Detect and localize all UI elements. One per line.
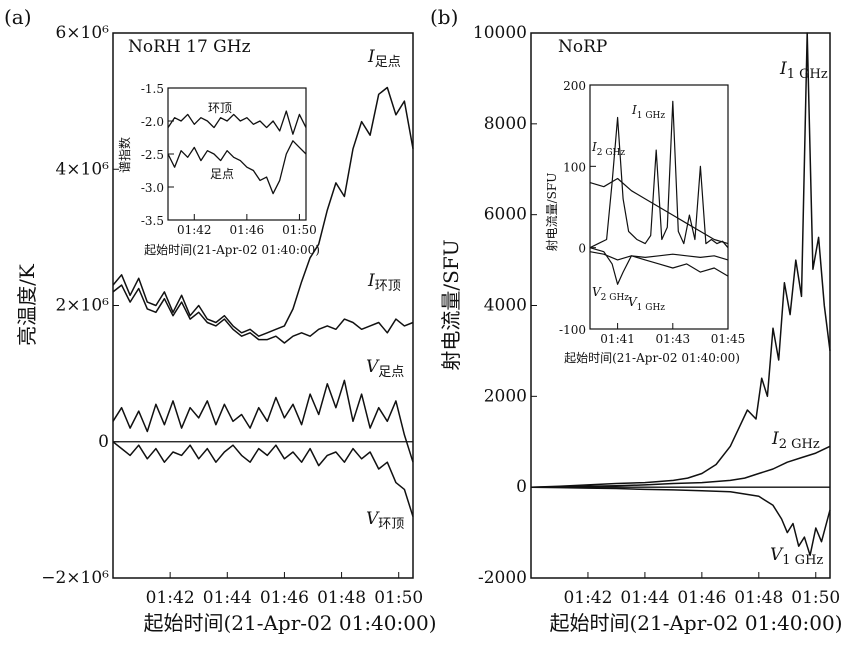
panel-b-inset-ticks: 200 100 0 -100 01:41 01:43 01:45 (559, 79, 745, 346)
panel-b-ytick-label: 2000 (484, 386, 527, 406)
panel-a-inset-xtick-label: 01:42 (177, 223, 212, 237)
panel-a-ytick-label: 0 (98, 432, 109, 452)
panel-a-inset-ytick-label: -3.0 (141, 181, 164, 195)
panel-a-ytick-label: 2×10⁶ (55, 296, 109, 316)
panel-a-xtick-label: 01:50 (374, 588, 423, 608)
panel-b-series: I1 GHz I2 GHz V1 GHz (530, 32, 831, 568)
panel-b-inset-ytick-label: 200 (563, 79, 586, 93)
panel-b-xlabel: 起始时间(21-Apr-02 01:40:00) (549, 611, 842, 635)
panel-b-inset-xlabel: 起始时间(21-Apr-02 01:40:00) (564, 351, 740, 365)
panel-b-inset: 射电流量/SFU 起始时间(21-Apr-02 01:40:00) 200 100… (544, 79, 745, 365)
panel-a-ticks: 6×10⁶ 4×10⁶ 2×10⁶ 0 −2×10⁶ 01:42 01:44 01:46 01:… (41, 23, 423, 608)
panel-b-inset-series-i1-ghz (589, 100, 729, 249)
panel-a-series-label: I环顶 (367, 271, 401, 294)
panel-a-ytick-label: 6×10⁶ (55, 23, 109, 43)
panel-a-inset-ytick-label: -1.5 (141, 82, 164, 96)
panel-b-series-i1-ghz (530, 32, 831, 488)
panel-b-ytick-label: 8000 (484, 114, 527, 134)
panel-b-ylabel: 射电流量/SFU (439, 239, 463, 370)
panel-a-series-label: V足点 (366, 357, 404, 380)
panel-a-series-label: I足点 (367, 47, 401, 70)
panel-b-instrument: NoRP (558, 37, 607, 57)
panel-b-series-label: I1 GHz (779, 59, 828, 82)
panel-a-inset-ytick-label: -3.5 (141, 214, 164, 228)
panel-b-inset-series-label: V2 GHz (592, 285, 629, 303)
panel-a-inset-series-label: 环顶 (208, 101, 232, 115)
panel-b-inset-series-label: I2 GHz (591, 140, 625, 158)
panel-a-xtick-label: 01:42 (146, 588, 195, 608)
panel-a-series-label: V环顶 (366, 509, 404, 532)
panel-a: (a) NoRH 17 GHz 亮温度/K 起始时间(21-Apr-02 01:… (4, 5, 437, 635)
panel-a-inset: 谱指数 起始时间(21-Apr-02 01:40:00) -1.5 -2.0 -2.… (117, 82, 320, 257)
panel-a-inset-series-series (167, 110, 307, 135)
panel-a-inset-xlabel: 起始时间(21-Apr-02 01:40:00) (144, 243, 320, 257)
panel-b-inset-series-v2-ghz (589, 251, 729, 261)
panel-a-instrument: NoRH 17 GHz (128, 37, 251, 57)
panel-b-series-label: V1 GHz (770, 545, 823, 568)
panel-b-inset-ytick-label: 0 (578, 242, 586, 256)
panel-b-inset-xtick-label: 01:45 (711, 332, 746, 346)
panel-a-xlabel: 起始时间(21-Apr-02 01:40:00) (143, 611, 436, 635)
panel-b-ytick-label: 6000 (484, 205, 527, 225)
panel-a-ylabel: 亮温度/K (15, 263, 39, 346)
panel-b-inset-ytick-label: -100 (559, 323, 586, 337)
panel-a-inset-xtick-label: 01:50 (282, 223, 317, 237)
panel-b-inset-xtick-label: 01:41 (600, 332, 635, 346)
panel-b-xtick-label: 01:42 (563, 588, 612, 608)
panel-b: (b) NoRP 射电流量/SFU 起始时间(21-Apr-02 01:40:0… (430, 5, 843, 635)
panel-b-ytick-label: 4000 (484, 296, 527, 316)
panel-b-inset-series-i2-ghz (589, 177, 729, 245)
panel-b-ytick-label: 10000 (473, 23, 527, 43)
panel-b-inset-series-label: V1 GHz (628, 295, 665, 313)
panel-b-xtick-label: 01:44 (620, 588, 669, 608)
panel-b-series-label: I2 GHz (771, 429, 820, 452)
panel-a-inset-ytick-label: -2.5 (141, 148, 164, 162)
panel-b-series-i2-ghz (530, 445, 831, 488)
panel-b-inset-ylabel: 射电流量/SFU (544, 173, 559, 252)
panel-a-ytick-label: −2×10⁶ (41, 568, 109, 588)
panel-b-xtick-label: 01:48 (734, 588, 783, 608)
panel-a-xtick-label: 01:48 (317, 588, 366, 608)
panel-a-inset-ticks: -1.5 -2.0 -2.5 -3.0 -3.5 01:42 01:46 01:50 (141, 82, 317, 237)
panel-a-series-i (112, 86, 414, 337)
panel-a-series-i (112, 284, 414, 344)
panel-a-series-v (112, 379, 414, 463)
panel-a-inset-series-label: 足点 (210, 167, 234, 181)
panel-b-series-v1-ghz (530, 486, 831, 557)
panel-a-inset-series-series (167, 140, 307, 195)
panel-b-inset-series-label: I1 GHz (631, 103, 665, 121)
panel-a-label: (a) (4, 5, 32, 29)
panel-b-ytick-label: 0 (516, 477, 527, 497)
panel-b-inset-ytick-label: 100 (563, 160, 586, 174)
panel-a-series-v (112, 441, 414, 517)
panel-b-xtick-label: 01:46 (677, 588, 726, 608)
panel-b-inset-xtick-label: 01:43 (656, 332, 691, 346)
panel-a-inset-ylabel: 谱指数 (117, 137, 132, 173)
panel-b-label: (b) (430, 5, 458, 29)
panel-a-xtick-label: 01:46 (260, 588, 309, 608)
panel-a-inset-frame (167, 87, 307, 221)
panel-a-series: I足点 I环顶 V足点 V环顶 (112, 47, 414, 532)
panel-a-ytick-label: 4×10⁶ (55, 159, 109, 179)
panel-a-xtick-label: 01:44 (203, 588, 252, 608)
panel-b-xtick-label: 01:50 (791, 588, 840, 608)
panel-b-ytick-label: -2000 (478, 568, 527, 588)
panel-a-inset-ytick-label: -2.0 (141, 115, 164, 129)
panel-a-inset-xtick-label: 01:46 (230, 223, 265, 237)
panel-b-inset-series-v1-ghz (589, 247, 729, 285)
